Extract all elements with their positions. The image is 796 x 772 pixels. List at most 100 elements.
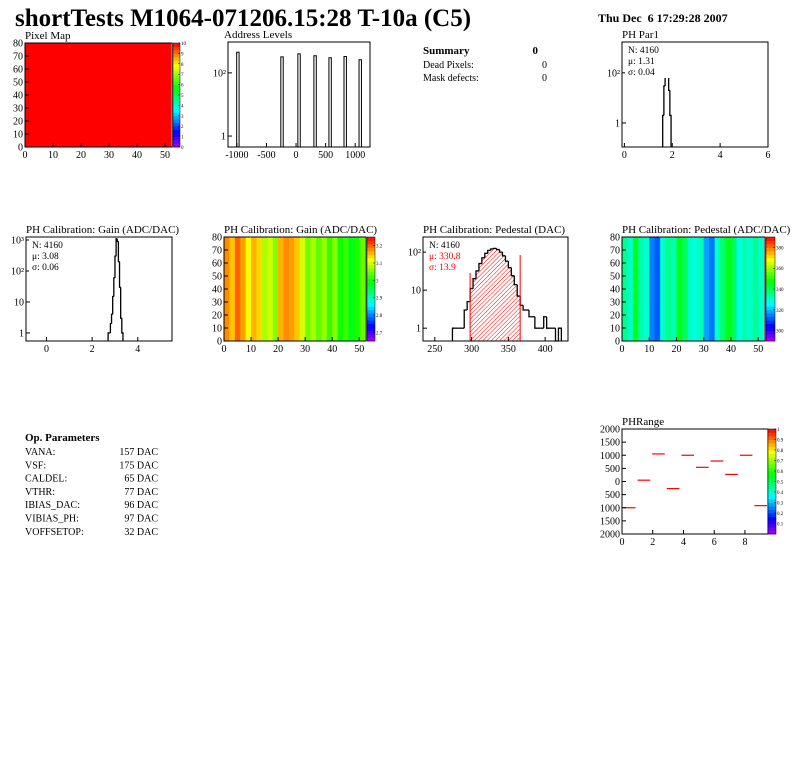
colorbar-step xyxy=(766,254,775,259)
y-tick-label: 1 xyxy=(416,324,421,335)
colorbar-step xyxy=(367,323,375,328)
histogram-bin xyxy=(107,332,110,341)
y-tick-label: 1 xyxy=(615,118,620,129)
param-name: VIBIAS_PH: xyxy=(25,514,79,525)
heat-cell xyxy=(758,237,765,341)
heat-cell xyxy=(353,237,360,341)
heat-cell xyxy=(294,237,301,341)
heat-cell xyxy=(41,43,48,147)
x-tick-label: 4 xyxy=(681,537,686,548)
y-tick-label: 70 xyxy=(610,246,620,257)
heat-cell xyxy=(109,43,115,147)
x-tick-label: 2 xyxy=(90,344,95,355)
histogram-bin xyxy=(534,316,538,329)
colorbar-step xyxy=(768,460,776,465)
chart-title: Address Levels xyxy=(224,29,292,41)
hatch-fill xyxy=(475,270,479,341)
y-tick-label: 0 xyxy=(18,143,23,154)
colorbar-step xyxy=(367,306,375,311)
colorbar-step xyxy=(768,495,776,500)
y-tick-label: 0 xyxy=(217,337,222,348)
heat-cell xyxy=(741,237,748,341)
z-tick-label: 2.9 xyxy=(376,297,383,302)
colorbar-step xyxy=(367,289,375,293)
histogram-bin xyxy=(507,261,512,269)
page-title: shortTests M1064-071206.15:28 T-10a (C5) xyxy=(15,5,471,32)
hatch-fill xyxy=(484,253,488,341)
x-tick-label: 0 xyxy=(294,150,299,161)
colorbar-step xyxy=(173,56,180,61)
param-name: VSF: xyxy=(25,460,46,471)
colorbar-step xyxy=(173,119,180,124)
y-tick-label: 10² xyxy=(607,68,620,79)
y-tick-label: 60 xyxy=(13,65,23,76)
colorbar-step xyxy=(367,316,375,321)
heat-cell xyxy=(92,43,99,147)
y-tick-label: 500 xyxy=(605,490,620,501)
heat-cell xyxy=(343,237,349,341)
colorbar-step xyxy=(367,264,375,269)
y-tick-label: 80 xyxy=(13,39,23,50)
summary-value: 0 xyxy=(533,45,539,57)
hatch-fill xyxy=(493,248,497,341)
colorbar-step xyxy=(766,330,775,335)
z-tick-label: 6 xyxy=(181,84,184,89)
colorbar-step xyxy=(766,247,775,252)
param-name: VOFFSETOP: xyxy=(25,527,84,538)
heat-cell xyxy=(288,237,295,341)
colorbar-step xyxy=(173,70,180,75)
colorbar-step xyxy=(766,313,775,318)
heat-cell xyxy=(730,237,737,341)
colorbar-step xyxy=(768,481,776,486)
y-tick-label: 30 xyxy=(212,298,222,309)
heat-cell xyxy=(251,237,257,341)
y-tick-label: 10 xyxy=(212,324,222,335)
histogram-bin xyxy=(481,257,485,264)
colorbar-step xyxy=(173,108,180,113)
heat-cell xyxy=(337,237,344,341)
colorbar-step xyxy=(173,129,180,134)
hatch-fill xyxy=(470,288,474,341)
histogram-bin xyxy=(116,238,119,243)
hatch-fill xyxy=(496,249,500,341)
colorbar-step xyxy=(367,309,375,314)
heat-cell xyxy=(58,43,65,147)
histogram-bin xyxy=(504,255,509,262)
colorbar-step xyxy=(173,122,180,127)
colorbar-step xyxy=(768,513,776,517)
colorbar-step xyxy=(367,237,375,241)
heat-cell xyxy=(114,43,121,147)
colorbar-step xyxy=(367,320,375,325)
z-tick-label: 0.3 xyxy=(777,502,784,507)
heat-cell xyxy=(229,237,236,341)
stats-box xyxy=(625,44,671,78)
z-tick-label: 8 xyxy=(181,63,184,68)
colorbar-step xyxy=(766,261,775,266)
colorbar-step xyxy=(173,74,180,79)
x-tick-label: 40 xyxy=(726,344,736,355)
histogram-bin xyxy=(501,252,506,257)
colorbar-step xyxy=(768,478,776,482)
colorbar-step xyxy=(768,453,776,458)
x-tick-label: 6 xyxy=(712,537,717,548)
frame xyxy=(227,41,371,148)
x-tick-label: 2 xyxy=(670,150,675,161)
colorbar-step xyxy=(367,295,375,300)
z-tick-label: 0.4 xyxy=(777,491,784,496)
heat-cell xyxy=(714,237,721,341)
y-tick-label: 1 xyxy=(19,328,24,339)
x-tick-label: 20 xyxy=(273,344,283,355)
histogram-bin xyxy=(513,275,518,286)
colorbar-step xyxy=(173,84,180,89)
stats-line: σ: 0.04 xyxy=(628,68,655,78)
colorbar-step xyxy=(367,261,375,266)
frame xyxy=(621,41,769,148)
heat-cell xyxy=(69,43,76,147)
histogram-bin xyxy=(516,284,521,297)
heat-cell xyxy=(278,237,284,341)
colorbar-step xyxy=(766,237,775,241)
histogram-bin xyxy=(546,316,550,329)
heat-cell xyxy=(131,43,138,147)
y-tick-label: 500 xyxy=(605,464,620,475)
x-tick-label: 30 xyxy=(300,344,310,355)
